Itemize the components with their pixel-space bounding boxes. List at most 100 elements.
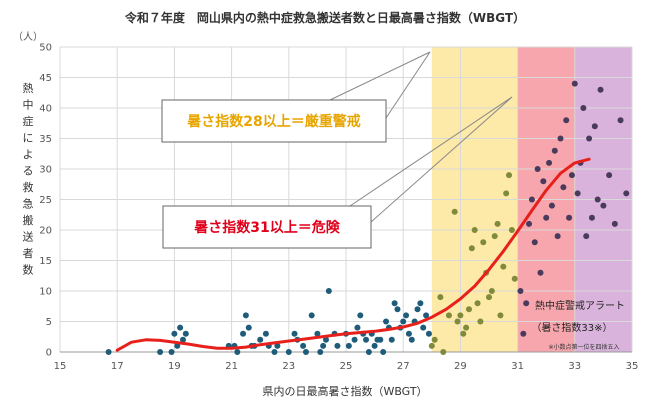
scatter-point [394,306,401,313]
x-tick-label: 25 [340,361,353,372]
y-axis-label-char: 送 [23,230,34,244]
scatter-point [317,349,324,355]
scatter-point [234,349,241,355]
x-tick-label: 17 [111,361,124,372]
x-tick-label: 29 [454,361,467,372]
callout-red-text: 暑さ指数31以上＝危険 [194,219,340,236]
scatter-point [325,288,332,294]
scatter-point [594,196,601,203]
scatter-point [503,190,510,197]
scatter-point [377,336,384,343]
scatter-point [262,330,269,337]
y-tick-label: 40 [39,104,52,115]
scatter-point [566,214,573,221]
y-tick-label: 20 [39,226,52,237]
x-tick-label: 19 [168,361,181,372]
scatter-point [580,105,587,111]
scatter-point [257,336,264,343]
scatter-point [105,349,112,355]
scatter-point [179,336,186,343]
scatter-point [531,239,538,246]
scatter-point [557,135,564,142]
y-axis-label-char: に [23,132,34,145]
y-axis-label-char: 症 [23,114,34,128]
callout-red: 暑さ指数31以上＝危険 [162,205,372,249]
scatter-point [363,336,370,343]
scatter-point [388,336,395,343]
y-tick-label: 5 [46,317,52,328]
scatter-point [606,172,613,179]
scatter-point [477,318,484,325]
scatter-point [523,300,530,307]
scatter-point [391,300,398,307]
scatter-point [563,117,570,124]
scatter-point [508,227,515,233]
scatter-point [560,184,567,191]
scatter-point [354,324,361,331]
scatter-point [242,312,249,319]
y-tick-label: 15 [39,256,52,267]
scatter-point [454,318,461,325]
scatter-point [586,135,593,142]
scatter-point [240,330,247,337]
y-axis-label-char: 中 [23,99,34,112]
y-axis-label-char: 数 [23,264,34,277]
scatter-point [465,306,472,313]
callout-pointer-1 [385,51,431,119]
scatter-point [314,330,321,337]
axes: 0 5 10 15 20 25 30 35 40 45 50 15 17 19 21 23 25 27 29 31 33… [39,43,638,373]
alert-line2: （暑さ指数33※） [531,321,612,334]
scatter-point [471,227,478,233]
scatter-point [371,342,378,349]
scatter-point [420,324,427,331]
y-unit-label: （人） [13,31,43,43]
scatter-point [437,294,444,301]
scatter-point [554,233,561,240]
y-tick-label: 25 [39,195,52,206]
scatter-point [365,349,372,355]
scatter-point [345,342,352,349]
scatter-point [320,342,327,349]
scatter-point [383,318,390,325]
callout-pointer-0 [329,51,431,101]
callout-red-box [162,205,372,249]
scatter-point [157,349,164,355]
y-axis-label-char: る [23,165,34,178]
scatter-point [506,172,513,179]
callout-orange: 暑さ指数28以上＝厳重警戒 [161,99,387,143]
trend-line [115,157,591,352]
y-tick-label: 50 [39,43,52,54]
scatter-point [174,342,181,349]
scatter-point [414,306,421,313]
scatter-point [617,117,624,124]
scatter-point [271,349,278,355]
scatter-point [351,336,358,343]
scatter-point [400,318,407,325]
x-tick-label: 23 [282,361,295,372]
scatter-point [334,342,341,349]
y-tick-label: 10 [39,287,52,298]
scatter-point [291,330,298,337]
scatter-point [417,300,424,307]
scatter-point [302,349,309,355]
chart-title: 令和７年度 岡山県内の熱中症救急搬送者数と日最高暑さ指数（WBGT） [124,10,525,25]
scatter-point [528,196,535,203]
scatter-point [285,349,292,355]
scatter-point [488,288,495,294]
x-axis-label: 県内の日最高暑さ指数（WBGT） [262,384,427,398]
x-tick-label: 33 [568,361,581,372]
scatter-point [597,86,604,93]
y-axis-label-char: 者 [23,247,34,260]
alert-annotation: 熱中症警戒アラート （暑さ指数33※） ※小数点第一位を四捨五入 [531,299,625,351]
scatter-point [423,312,430,319]
scatter-point [171,330,178,337]
scatter-point [245,324,252,331]
scatter-point [548,202,555,209]
callout-pointer-2 [349,96,513,207]
callout-pointer-3 [370,96,513,223]
x-tick-label: 27 [397,361,410,372]
scatter-point [543,214,550,221]
alert-note: ※小数点第一位を四捨五入 [548,343,619,351]
scatter-point [403,312,410,319]
